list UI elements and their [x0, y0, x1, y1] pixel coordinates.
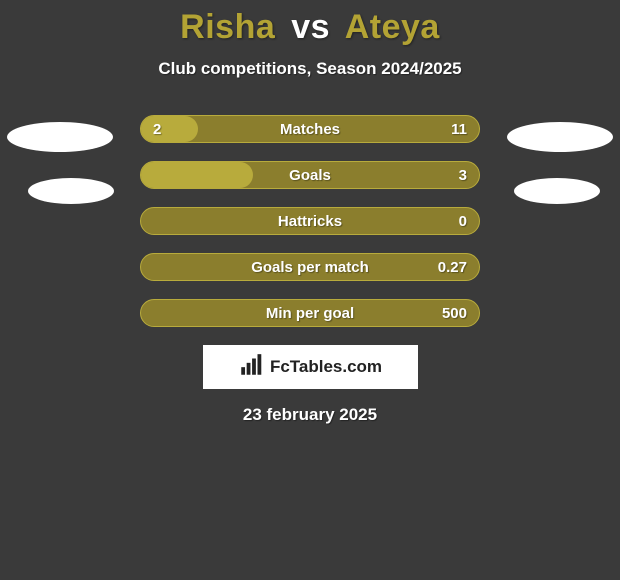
stat-row-goals: Goals 3 [140, 161, 480, 189]
source-link[interactable]: FcTables.com [203, 345, 418, 389]
chart-icon [238, 352, 264, 383]
stat-label: Hattricks [141, 208, 479, 234]
player1-name: Risha [180, 8, 275, 46]
date-label: 23 february 2025 [0, 405, 620, 425]
stat-label: Matches [141, 116, 479, 142]
stat-right-value: 3 [459, 162, 467, 188]
subtitle: Club competitions, Season 2024/2025 [0, 59, 620, 79]
stat-row-hattricks: Hattricks 0 [140, 207, 480, 235]
team-badge-left-2 [28, 178, 114, 204]
comparison-card: Risha vs Ateya Club competitions, Season… [0, 0, 620, 580]
source-label: FcTables.com [270, 357, 382, 377]
player2-name: Ateya [345, 8, 440, 46]
team-badge-right-2 [514, 178, 600, 204]
stat-label: Min per goal [141, 300, 479, 326]
stats-bars: 2 Matches 11 Goals 3 Hattricks 0 Goals p… [140, 115, 480, 327]
stat-label: Goals per match [141, 254, 479, 280]
vs-label: vs [291, 8, 330, 46]
stat-row-min-per-goal: Min per goal 500 [140, 299, 480, 327]
stat-label: Goals [141, 162, 479, 188]
stat-row-goals-per-match: Goals per match 0.27 [140, 253, 480, 281]
team-badge-right-1 [507, 122, 613, 152]
stat-row-matches: 2 Matches 11 [140, 115, 480, 143]
stat-right-value: 500 [442, 300, 467, 326]
team-badge-left-1 [7, 122, 113, 152]
stat-right-value: 0 [459, 208, 467, 234]
stat-right-value: 0.27 [438, 254, 467, 280]
page-title: Risha vs Ateya [0, 0, 620, 47]
stat-right-value: 11 [451, 116, 467, 142]
